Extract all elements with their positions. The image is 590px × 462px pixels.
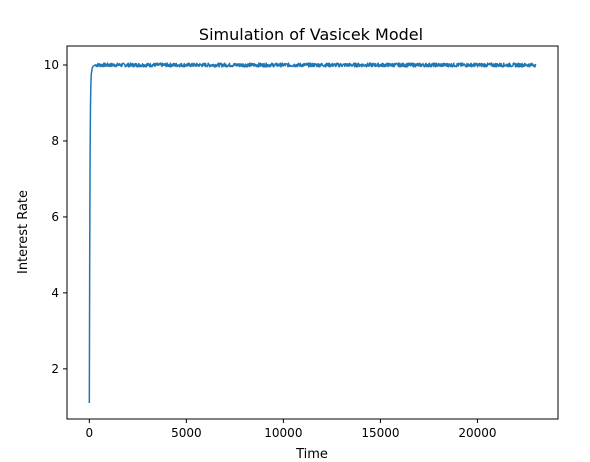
y-axis-label: Interest Rate <box>16 190 31 274</box>
y-axis-ticks: 2 4 6 8 10 <box>44 58 67 376</box>
x-tick-label: 0 <box>85 426 93 440</box>
x-tick-label: 15000 <box>361 426 399 440</box>
x-tick-label: 20000 <box>458 426 496 440</box>
x-axis-label: Time <box>295 447 328 462</box>
series-line-interest-rate <box>88 62 537 404</box>
y-tick-label: 6 <box>51 210 59 224</box>
x-axis-ticks: 0 5000 10000 15000 20000 <box>85 419 497 440</box>
x-tick-label: 10000 <box>264 426 302 440</box>
y-tick-label: 8 <box>51 134 59 148</box>
y-tick-label: 10 <box>44 58 59 72</box>
y-tick-label: 4 <box>51 286 59 300</box>
plot-area-frame <box>66 45 559 420</box>
y-tick-label: 2 <box>51 362 59 376</box>
chart-title: Simulation of Vasicek Model <box>199 25 423 44</box>
x-tick-label: 5000 <box>171 426 202 440</box>
